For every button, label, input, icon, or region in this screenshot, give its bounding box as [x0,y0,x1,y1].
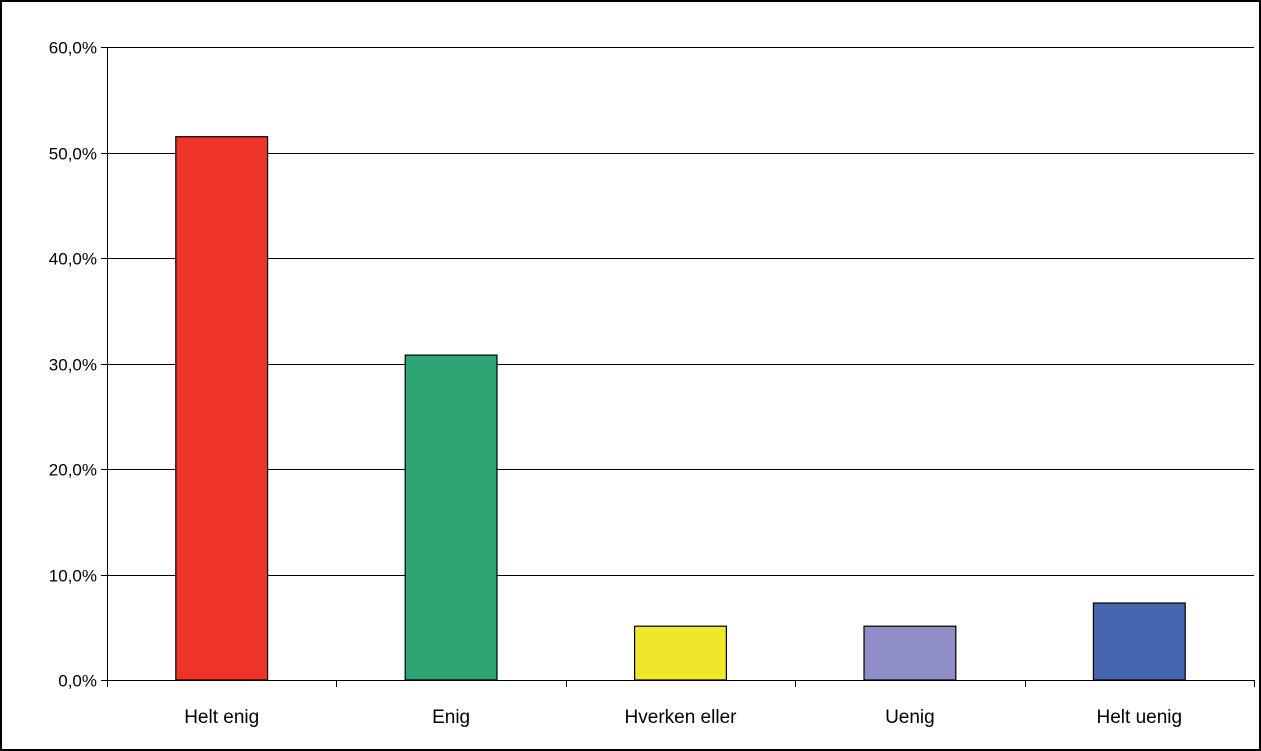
bar-enig [404,354,498,681]
y-tick-label: 20,0% [49,461,97,480]
gridlines [107,47,1254,576]
bar-helt-uenig [1092,602,1186,681]
axes [101,47,1255,687]
y-tick-label: 50,0% [49,145,97,164]
x-tick-label: Hverken eller [625,707,738,728]
bar-helt-enig [175,136,269,681]
bar-hverken-eller [633,625,727,681]
y-tick-label: 10,0% [49,567,97,586]
y-tick-label: 60,0% [49,39,97,58]
x-tick-label: Helt enig [184,707,259,728]
y-tick-label: 40,0% [49,250,97,269]
x-tick-label: Uenig [885,707,935,728]
bar-uenig [863,625,957,681]
y-tick-label: 0,0% [58,672,97,691]
y-tick-label: 30,0% [49,356,97,375]
x-tick-label: Enig [432,707,470,728]
bars [175,136,1186,681]
labels: 0,0% 10,0% 20,0% 30,0% 40,0% 50,0% 60,0% Helt e… [49,39,1182,729]
x-tick-label: Helt uenig [1097,707,1183,728]
